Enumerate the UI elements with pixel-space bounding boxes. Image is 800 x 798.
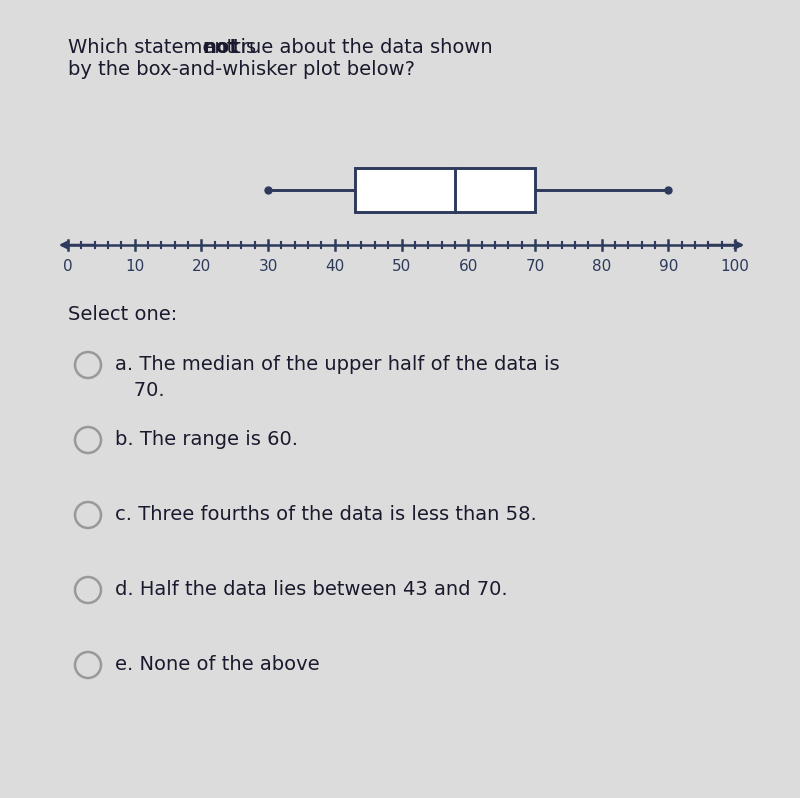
- Text: a. The median of the upper half of the data is
   70.: a. The median of the upper half of the d…: [115, 355, 560, 401]
- Text: 70: 70: [526, 259, 545, 274]
- Text: 0: 0: [63, 259, 73, 274]
- Text: 60: 60: [458, 259, 478, 274]
- Text: c. Three fourths of the data is less than 58.: c. Three fourths of the data is less tha…: [115, 505, 537, 524]
- Text: Select one:: Select one:: [68, 305, 178, 324]
- Text: Which statement is: Which statement is: [68, 38, 262, 57]
- Text: d. Half the data lies between 43 and 70.: d. Half the data lies between 43 and 70.: [115, 580, 508, 599]
- Text: 30: 30: [258, 259, 278, 274]
- Text: 40: 40: [325, 259, 345, 274]
- Text: e. None of the above: e. None of the above: [115, 655, 320, 674]
- Text: b. The range is 60.: b. The range is 60.: [115, 430, 298, 449]
- Text: 90: 90: [658, 259, 678, 274]
- Text: 100: 100: [721, 259, 750, 274]
- Text: 50: 50: [392, 259, 411, 274]
- Text: by the box-and-whisker plot below?: by the box-and-whisker plot below?: [68, 60, 415, 79]
- Text: not: not: [202, 38, 238, 57]
- Text: true about the data shown: true about the data shown: [226, 38, 492, 57]
- Text: 80: 80: [592, 259, 611, 274]
- Text: 10: 10: [125, 259, 144, 274]
- Bar: [355, 168, 535, 212]
- Text: 20: 20: [192, 259, 211, 274]
